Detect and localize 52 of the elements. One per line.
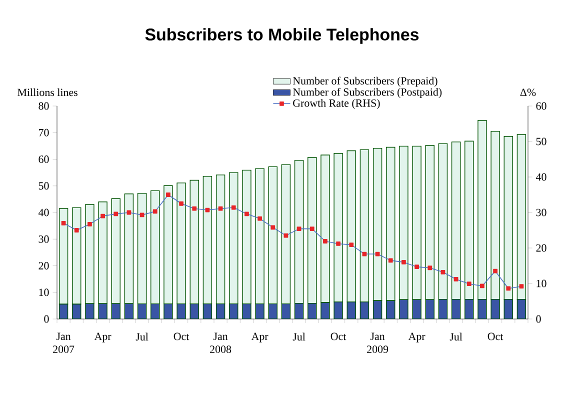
- bar: [516, 298, 526, 319]
- x-tick-label: Jan 2009: [367, 332, 388, 354]
- x-tick-label: Apr: [94, 332, 112, 342]
- y-tick-label: 30: [38, 235, 49, 243]
- y2-tick-label: 60: [536, 102, 546, 110]
- y2-tick-label: 30: [536, 208, 546, 216]
- bar: [425, 299, 434, 319]
- x-tick-label: Apr: [251, 332, 268, 342]
- legend-label: Growth Rate (RHS): [293, 99, 380, 110]
- x-tick-label: Jul: [136, 332, 148, 340]
- bar: [281, 303, 291, 319]
- bar: [438, 298, 448, 319]
- bar: [308, 302, 317, 319]
- y2-tick-label: 0: [536, 315, 541, 323]
- bar: [216, 303, 226, 319]
- x-tick-label: Jan 2008: [210, 332, 232, 354]
- bar: [504, 298, 513, 319]
- bar: [229, 303, 238, 319]
- y2-axis-title: Δ%: [520, 88, 536, 96]
- bar: [202, 303, 212, 319]
- y-tick-label: 10: [39, 288, 49, 296]
- chart-title: Subscribers to Mobile Telephones: [145, 28, 419, 44]
- y-tick-label: 60: [38, 156, 49, 163]
- y2-tick-label: 50: [536, 138, 546, 146]
- y2-tick-label: 20: [536, 244, 546, 252]
- x-tick-label: Oct: [488, 332, 504, 340]
- x-tick-label: Jul: [292, 332, 306, 340]
- bar: [137, 303, 147, 319]
- x-tick-label: Oct: [330, 332, 346, 340]
- y-axis-title: Millions lines: [18, 88, 78, 96]
- y2-tick-label: 40: [536, 173, 546, 181]
- bar: [190, 303, 199, 319]
- y-tick-label: 50: [38, 182, 49, 190]
- bar: [464, 298, 474, 319]
- legend-label: Number of Subscribers (Prepaid): [292, 76, 438, 87]
- x-tick-label: Jul: [450, 332, 462, 340]
- y-tick-label: 80: [38, 102, 49, 110]
- y-tick-label: 40: [38, 208, 49, 216]
- x-tick-label: Oct: [174, 332, 190, 340]
- x-tick-label: Apr: [408, 332, 426, 342]
- y-tick-label: 70: [38, 128, 49, 136]
- bar: [268, 303, 278, 319]
- y-tick-label: 20: [38, 262, 49, 270]
- y-tick-label: 0: [44, 315, 49, 323]
- y2-tick-label: 10: [536, 280, 546, 288]
- bar: [294, 302, 304, 319]
- bar: [451, 298, 461, 319]
- legend-label: Number of Subscribers (Postpaid): [292, 88, 442, 98]
- bar: [150, 303, 160, 319]
- x-tick-label: Jan 2007: [53, 332, 74, 354]
- bar: [372, 300, 382, 319]
- bar: [386, 300, 396, 319]
